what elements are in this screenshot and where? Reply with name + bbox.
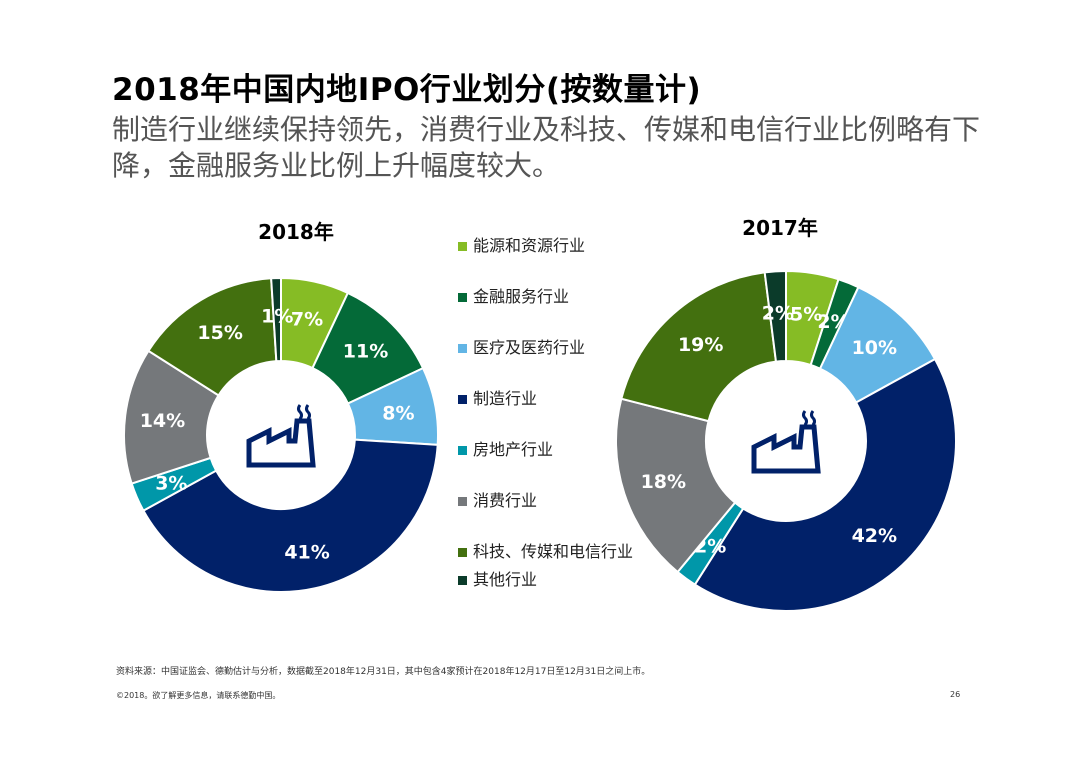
source-note: 资料来源：中国证监会、德勤估计与分析，数据截至2018年12月31日，其中包含4…	[116, 667, 651, 677]
data-label-other: 1%	[261, 306, 293, 328]
data-label-other: 2%	[762, 302, 794, 324]
donut-chart-2017: 5%2%10%42%2%18%19%2%2017年	[615, 216, 957, 613]
factory-icon	[751, 410, 821, 474]
chart-title: 2018年	[258, 220, 334, 244]
legend-item-tmt: 科技、传媒和电信行业	[458, 540, 648, 564]
legend-swatch	[458, 395, 467, 404]
page-subtitle: 制造行业继续保持领先，消费行业及科技、传媒和电信行业比例略有下降，金融服务业比例…	[112, 113, 981, 182]
legend-item-other: 其他行业	[458, 568, 648, 592]
legend-item-manufacturing: 制造行业	[458, 387, 648, 411]
legend-item-financial: 金融服务行业	[458, 285, 648, 309]
data-label-tmt: 19%	[678, 334, 723, 356]
data-label-consumer: 18%	[641, 471, 686, 493]
data-label-tmt: 15%	[197, 322, 242, 344]
legend-swatch	[458, 446, 467, 455]
slice-consumer	[615, 397, 737, 574]
chart-legend: 能源和资源行业 金融服务行业 医疗及医药行业 制造行业 房地产行业 消费行业 科…	[458, 234, 648, 619]
chart-title: 2017年	[742, 216, 818, 240]
slice-other	[270, 276, 282, 363]
legend-swatch	[458, 242, 467, 251]
page-title: 2018年中国内地IPO行业划分(按数量计)	[112, 72, 702, 108]
slice-tmt	[620, 271, 778, 423]
page-number: 26	[950, 690, 961, 699]
slice-manufacturing	[142, 438, 439, 593]
legend-item-healthcare: 医疗及医药行业	[458, 336, 648, 360]
legend-item-consumer: 消费行业	[458, 489, 648, 513]
legend-swatch	[458, 293, 467, 302]
data-label-healthcare: 8%	[382, 403, 414, 425]
copyright-text: ©2018。欲了解更多信息，请联系德勤中国。	[116, 691, 281, 700]
data-label-real-estate: 3%	[155, 472, 187, 494]
legend-item-real-estate: 房地产行业	[458, 438, 648, 462]
slice-tmt	[147, 277, 278, 397]
data-label-financial: 11%	[343, 341, 388, 363]
data-label-manufacturing: 42%	[852, 525, 897, 547]
data-label-manufacturing: 41%	[284, 542, 329, 564]
legend-swatch	[458, 344, 467, 353]
data-label-healthcare: 10%	[852, 337, 897, 359]
legend-swatch	[458, 497, 467, 506]
legend-swatch	[458, 576, 467, 585]
slice-manufacturing	[693, 357, 957, 613]
factory-icon	[246, 404, 316, 468]
legend-swatch	[458, 548, 467, 557]
donut-chart-2018: 7% 11% 8% 41% 3% 14% 15% 1% 2018年	[123, 220, 439, 593]
data-label-energy: 5%	[790, 304, 822, 326]
slice-other	[763, 269, 787, 363]
legend-item-energy: 能源和资源行业	[458, 234, 648, 258]
data-label-consumer: 14%	[140, 410, 185, 432]
data-label-energy: 7%	[291, 308, 323, 330]
